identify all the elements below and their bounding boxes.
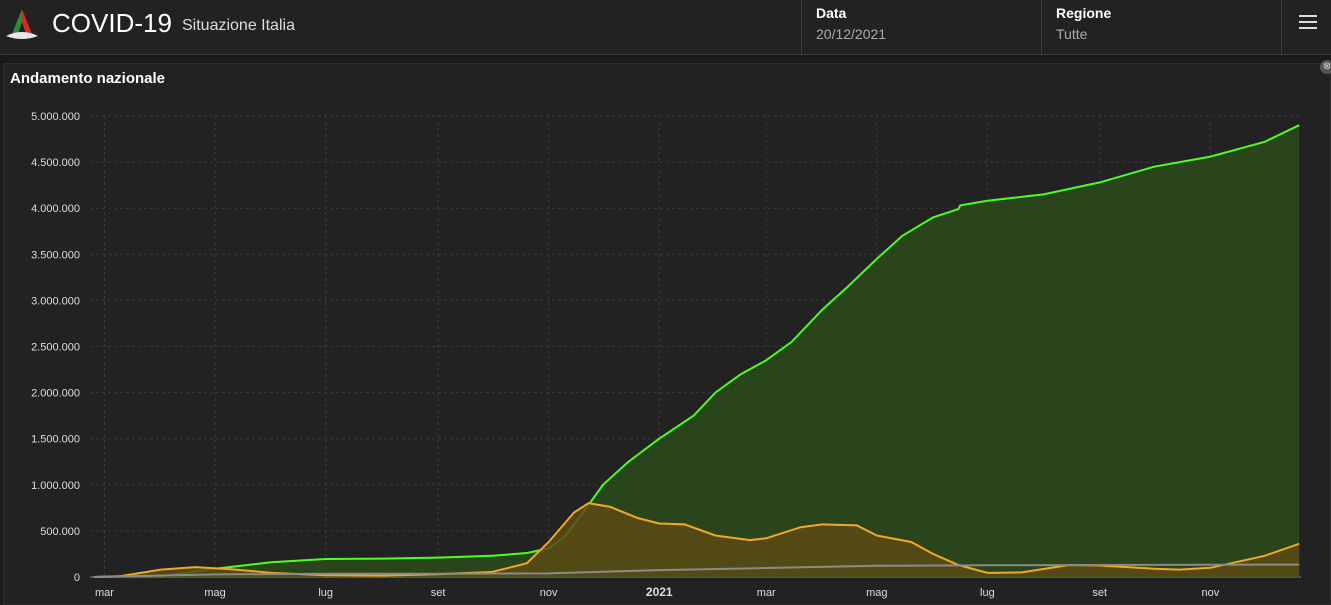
y-tick-label: 3.500.000 [31, 249, 80, 261]
hamburger-icon-line [1299, 21, 1317, 23]
italian-civil-protection-logo-icon [6, 9, 38, 39]
hamburger-icon-line [1299, 27, 1317, 29]
hamburger-icon [1299, 15, 1317, 17]
y-tick-label: 1.500.000 [31, 434, 80, 446]
series-area-0 [93, 125, 1300, 577]
series-area-1 [93, 503, 1300, 577]
panel-title: Andamento nazionale [10, 70, 166, 87]
region-selector[interactable]: Regione Tutte [1041, 0, 1281, 55]
date-label: Data [816, 5, 847, 21]
y-tick-label: 3.000.000 [31, 295, 80, 307]
y-tick-label: 4.000.000 [31, 203, 80, 215]
x-tick-label: mag [204, 587, 225, 599]
series-line-0 [93, 124, 1300, 578]
series-line-2 [93, 563, 1300, 578]
y-tick-label: 0 [74, 572, 80, 584]
y-tick-label: 4.500.000 [31, 157, 80, 169]
date-value: 20/12/2021 [816, 26, 887, 42]
x-tick-label: set [431, 587, 446, 599]
x-tick-label: set [1092, 587, 1107, 599]
app-subtitle: Situazione Italia [182, 17, 295, 34]
y-tick-label: 500.000 [40, 526, 80, 538]
y-tick-label: 5.000.000 [31, 111, 80, 123]
panel-close-icon[interactable]: ⊗ [1320, 60, 1331, 74]
y-tick-label: 2.500.000 [31, 342, 80, 354]
y-tick-label: 2.000.000 [31, 388, 80, 400]
top-bar: COVID-19 Situazione Italia Data 20/12/20… [0, 0, 1331, 55]
x-tick-label: mar [757, 587, 776, 599]
region-label: Regione [1056, 5, 1112, 21]
national-trend-chart: 0 500.000 1.000.000 1.500.000 2.000.000 2.500… [31, 111, 1301, 599]
y-tick-label: 1.000.000 [31, 480, 80, 492]
x-tick-label: lug [980, 587, 995, 599]
menu-button[interactable] [1281, 0, 1331, 55]
app-title: COVID-19 [52, 8, 172, 38]
x-tick-label: mar [95, 587, 114, 599]
x-tick-label: 2021 [646, 585, 673, 599]
x-tick-label: lug [318, 587, 333, 599]
region-value: Tutte [1056, 26, 1088, 42]
x-tick-label: mag [866, 587, 887, 599]
x-tick-label: nov [1201, 587, 1219, 599]
date-selector[interactable]: Data 20/12/2021 [801, 0, 1041, 55]
x-tick-label: nov [540, 587, 558, 599]
